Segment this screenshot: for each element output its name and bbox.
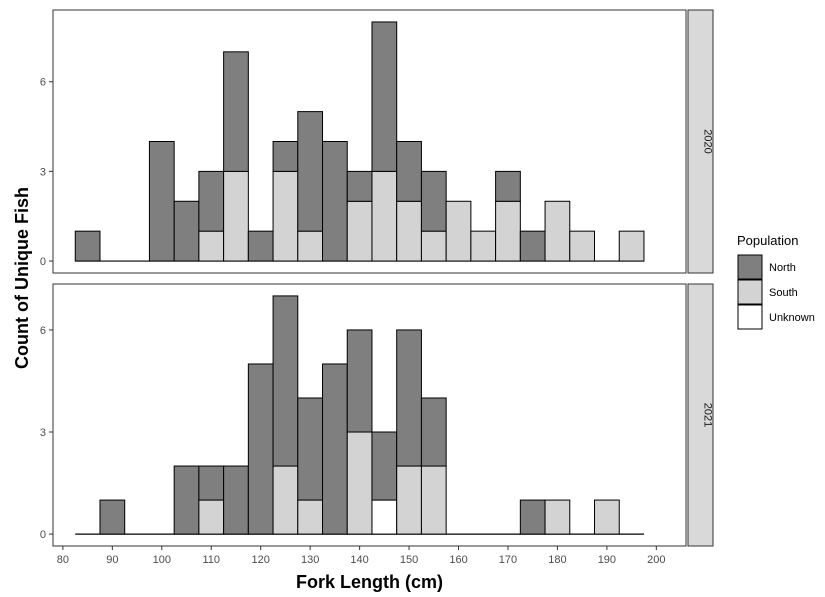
bar-unknown-2021-145 xyxy=(371,499,398,535)
x-tick-label: 180 xyxy=(548,554,566,566)
bar-north-2021-90 xyxy=(99,499,126,535)
bar-south-2020-140 xyxy=(346,200,373,262)
bar-south-2020-115 xyxy=(223,170,249,262)
bar-north-2020-170 xyxy=(495,170,521,202)
bar-south-2021-140 xyxy=(346,431,373,535)
panel-border xyxy=(52,9,687,274)
bar-north-2020-110 xyxy=(198,170,225,232)
legend-title: Population xyxy=(737,233,798,248)
bar-north-2021-120 xyxy=(247,363,274,535)
bar-south-2021-110 xyxy=(198,499,225,535)
bar-south-2020-130 xyxy=(297,230,324,262)
x-tick-label: 120 xyxy=(252,554,270,566)
bar-south-2020-195 xyxy=(618,230,645,262)
bar-north-2020-175 xyxy=(519,230,546,262)
y-tick-label: 0 xyxy=(40,256,46,268)
bar-north-2021-110 xyxy=(198,465,225,501)
bar-south-2020-145 xyxy=(371,170,398,262)
bar-south-2020-110 xyxy=(198,230,225,262)
bar-north-2021-145 xyxy=(371,431,398,501)
x-tick-label: 130 xyxy=(301,554,319,566)
facet-label: 2020 xyxy=(702,129,714,153)
x-tick-label: 110 xyxy=(202,554,220,566)
bar-south-2020-180 xyxy=(544,200,571,262)
x-tick-label: 100 xyxy=(153,554,171,566)
y-tick-label: 0 xyxy=(40,529,46,541)
bar-north-2020-115 xyxy=(223,51,249,172)
bar-north-2020-140 xyxy=(346,170,373,202)
bar-south-2021-190 xyxy=(594,499,620,535)
legend-label-unknown: Unknown xyxy=(769,312,815,324)
facet-label: 2021 xyxy=(702,403,714,427)
bar-south-2020-165 xyxy=(470,230,497,262)
bar-south-2021-130 xyxy=(297,499,324,535)
bar-north-2020-135 xyxy=(322,141,348,262)
x-tick-label: 90 xyxy=(106,554,118,566)
y-tick-label: 6 xyxy=(40,325,46,337)
x-tick-label: 140 xyxy=(350,554,368,566)
bar-north-2021-155 xyxy=(420,397,447,467)
legend-key-south xyxy=(737,279,763,305)
bar-south-2021-150 xyxy=(396,465,422,535)
bar-south-2021-125 xyxy=(272,465,299,535)
bar-north-2021-115 xyxy=(223,465,249,535)
legend-key-north xyxy=(737,254,763,280)
bar-north-2021-130 xyxy=(297,397,324,501)
legend-key-unknown xyxy=(737,304,763,330)
bar-south-2021-180 xyxy=(544,499,571,535)
bar-north-2020-155 xyxy=(420,170,447,232)
bar-north-2020-125 xyxy=(272,141,299,172)
facet-strip xyxy=(687,9,714,274)
x-tick-label: 80 xyxy=(57,554,69,566)
x-axis-title: Fork Length (cm) xyxy=(296,572,443,592)
x-tick-label: 150 xyxy=(400,554,418,566)
bar-south-2020-185 xyxy=(569,230,596,262)
y-tick-label: 3 xyxy=(40,166,46,178)
x-tick-label: 200 xyxy=(647,554,665,566)
bar-north-2021-140 xyxy=(346,329,373,433)
legend-label-north: North xyxy=(769,262,796,274)
bar-north-2021-150 xyxy=(396,329,422,467)
bar-north-2020-85 xyxy=(74,230,101,262)
y-tick-label: 3 xyxy=(40,427,46,439)
legend-label-south: South xyxy=(769,287,798,299)
bar-south-2021-155 xyxy=(420,465,447,535)
panel-border xyxy=(52,283,687,547)
bar-north-2021-135 xyxy=(322,363,348,535)
bar-north-2021-105 xyxy=(173,465,200,535)
bar-north-2020-145 xyxy=(371,21,398,172)
bar-south-2020-160 xyxy=(445,200,472,262)
bar-north-2020-130 xyxy=(297,111,324,232)
x-tick-label: 190 xyxy=(598,554,616,566)
x-tick-label: 160 xyxy=(449,554,467,566)
bar-north-2021-175 xyxy=(519,499,546,535)
bar-north-2020-105 xyxy=(173,200,200,262)
x-tick-label: 170 xyxy=(499,554,517,566)
bar-north-2020-120 xyxy=(247,230,274,262)
y-axis-title: Count of Unique Fish xyxy=(12,187,32,369)
bar-south-2020-125 xyxy=(272,170,299,262)
bar-north-2021-125 xyxy=(272,295,299,467)
y-tick-label: 6 xyxy=(40,77,46,89)
bar-south-2020-170 xyxy=(495,200,521,262)
bar-south-2020-150 xyxy=(396,200,422,262)
bar-north-2020-100 xyxy=(148,141,175,262)
facet-strip xyxy=(687,283,714,547)
bar-north-2020-150 xyxy=(396,141,422,202)
bar-south-2020-155 xyxy=(420,230,447,262)
